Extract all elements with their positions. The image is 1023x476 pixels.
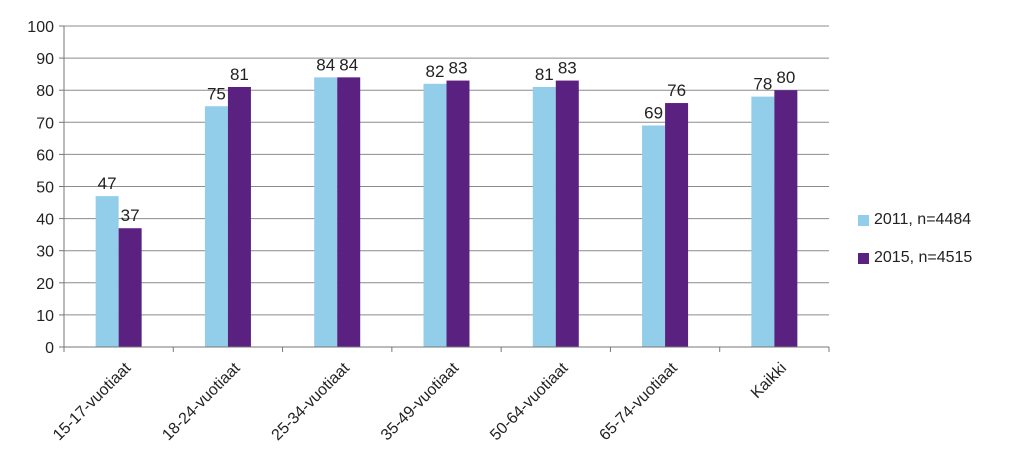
bar-2011 — [314, 77, 338, 348]
data-label: 76 — [667, 81, 686, 100]
bar-2011 — [95, 196, 119, 347]
bar-2011 — [532, 86, 556, 348]
y-tick-label: 70 — [36, 115, 54, 132]
bar-2015 — [446, 80, 470, 347]
category-label: 15-17-vuotiaat — [50, 359, 135, 444]
legend-item-2011: 2011, n=4484 — [858, 210, 972, 230]
y-tick-label: 0 — [45, 340, 54, 357]
y-tick-label: 60 — [36, 147, 54, 164]
y-tick-label: 10 — [36, 308, 54, 325]
legend-item-2015: 2015, n=4515 — [858, 248, 972, 268]
data-label: 81 — [535, 65, 554, 84]
y-tick-label: 30 — [36, 244, 54, 261]
bar-2011 — [423, 83, 447, 347]
y-tick-label: 50 — [36, 180, 54, 197]
bar-2015 — [555, 80, 579, 347]
data-label: 83 — [558, 59, 577, 78]
bar-2015 — [227, 86, 251, 348]
bar-2015 — [337, 77, 361, 348]
y-tick-label: 40 — [36, 212, 54, 229]
data-label: 80 — [776, 68, 795, 87]
data-label: 47 — [98, 174, 117, 193]
legend-label-2015: 2015, n=4515 — [874, 249, 973, 266]
data-label: 83 — [449, 59, 468, 78]
data-label: 37 — [121, 206, 140, 225]
category-label: 35-49-vuotiaat — [378, 359, 463, 444]
category-label: Kaikki — [748, 360, 790, 402]
bar-2011 — [204, 106, 228, 347]
category-label: 65-74-vuotiaat — [596, 359, 681, 444]
legend-label-2011: 2011, n=4484 — [874, 211, 972, 228]
legend-swatch-2015 — [858, 252, 869, 264]
bar-2015 — [774, 90, 798, 347]
bars — [95, 77, 798, 348]
data-label: 84 — [339, 55, 358, 74]
bar-2015 — [665, 103, 689, 347]
legend: 2011, n=4484 2015, n=4515 — [858, 210, 972, 286]
bar-2011 — [751, 96, 775, 348]
y-tick-label: 20 — [36, 276, 54, 293]
data-label: 69 — [644, 104, 663, 123]
y-tick-label: 90 — [36, 51, 54, 68]
category-label: 18-24-vuotiaat — [159, 359, 244, 444]
bar-2011 — [642, 125, 666, 347]
bar-2015 — [118, 228, 142, 347]
y-tick-label: 100 — [27, 19, 54, 36]
data-label: 82 — [426, 62, 445, 81]
legend-swatch-2011 — [858, 214, 869, 226]
y-tick-label: 80 — [36, 83, 54, 100]
data-label: 78 — [753, 75, 772, 94]
data-label: 75 — [207, 84, 226, 103]
data-label: 84 — [316, 55, 335, 74]
data-label: 81 — [230, 65, 249, 84]
category-label: 50-64-vuotiaat — [487, 359, 572, 444]
category-label: 25-34-vuotiaat — [269, 359, 354, 444]
